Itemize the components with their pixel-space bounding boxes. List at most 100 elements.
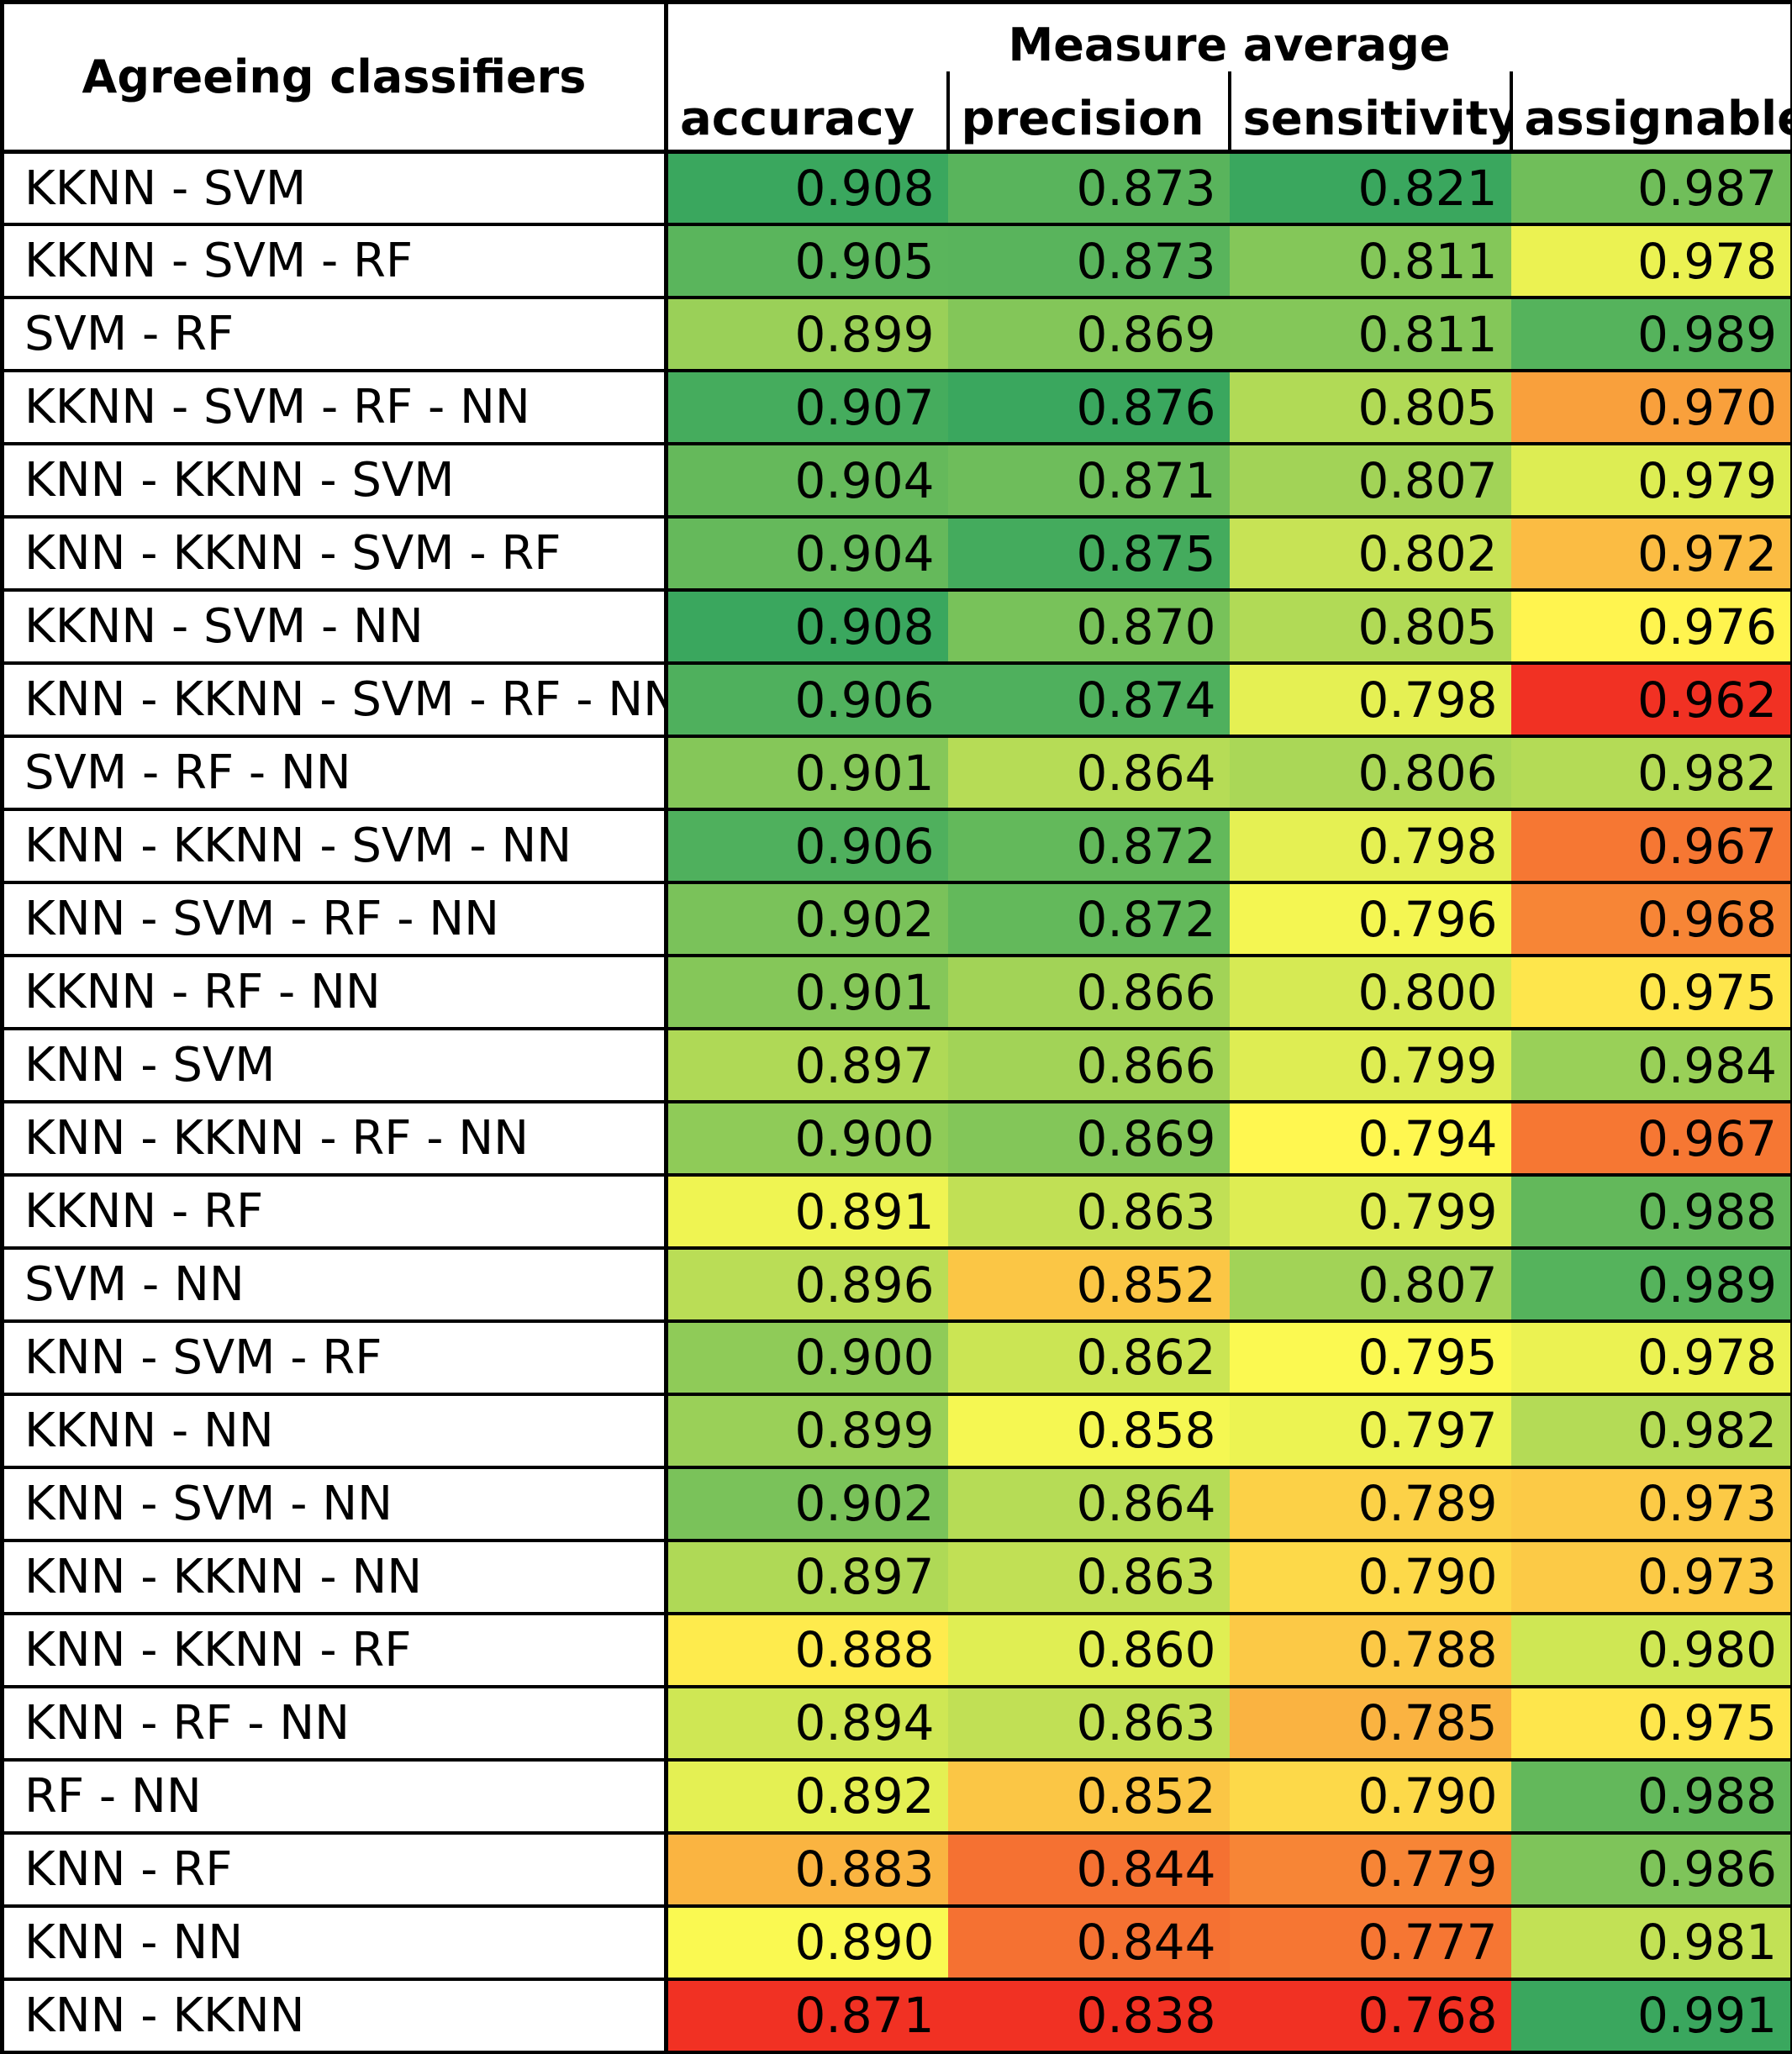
row-label: KKNN - SVM - RF (0, 224, 668, 300)
row-label: KKNN - SVM - RF - NN (0, 371, 668, 446)
cell-assignable: 0.986 (1510, 1832, 1792, 1908)
cell-accuracy: 0.904 (666, 517, 948, 592)
row-label: KKNN - RF (0, 1175, 668, 1251)
cell-accuracy: 0.904 (666, 444, 948, 519)
table-row: KNN - SVM - RF 0.900 0.862 0.795 0.978 (0, 1321, 1792, 1396)
row-label: KNN - KKNN - RF - NN (0, 1102, 668, 1177)
row-label: KKNN - NN (0, 1393, 668, 1469)
cell-assignable: 0.975 (1510, 956, 1792, 1031)
row-label: KKNN - SVM (0, 151, 668, 227)
cell-precision: 0.866 (947, 956, 1230, 1031)
cell-accuracy: 0.906 (666, 809, 948, 885)
table-row: KKNN - SVM - NN 0.908 0.870 0.805 0.976 (0, 590, 1792, 666)
cell-assignable: 0.978 (1510, 224, 1792, 300)
row-label: SVM - NN (0, 1248, 668, 1323)
table-row: SVM - NN 0.896 0.852 0.807 0.989 (0, 1248, 1792, 1323)
cell-sensitivity: 0.821 (1229, 151, 1511, 227)
cell-sensitivity: 0.800 (1229, 956, 1511, 1031)
cell-sensitivity: 0.805 (1229, 590, 1511, 666)
row-label: KNN - RF (0, 1832, 668, 1908)
cell-accuracy: 0.899 (666, 298, 948, 373)
cell-assignable: 0.987 (1510, 151, 1792, 227)
cell-assignable: 0.973 (1510, 1540, 1792, 1615)
table-row: KNN - KKNN - RF - NN 0.900 0.869 0.794 0.967 (0, 1102, 1792, 1177)
cell-assignable: 0.972 (1510, 517, 1792, 592)
cell-precision: 0.844 (947, 1832, 1230, 1908)
cell-sensitivity: 0.789 (1229, 1467, 1511, 1542)
cell-precision: 0.872 (947, 809, 1230, 885)
row-label: KNN - KKNN - SVM (0, 444, 668, 519)
table-row: KKNN - SVM - RF - NN 0.907 0.876 0.805 0.970 (0, 371, 1792, 446)
row-label: KNN - SVM - RF - NN (0, 882, 668, 958)
column-header-assignable: assignable (1510, 71, 1792, 154)
row-label: KNN - SVM (0, 1029, 668, 1104)
table-row: KNN - SVM - NN 0.902 0.864 0.789 0.973 (0, 1467, 1792, 1542)
cell-precision: 0.838 (947, 1978, 1230, 2054)
cell-precision: 0.864 (947, 736, 1230, 812)
cell-assignable: 0.978 (1510, 1321, 1792, 1396)
cell-precision: 0.863 (947, 1540, 1230, 1615)
cell-assignable: 0.976 (1510, 590, 1792, 666)
cell-sensitivity: 0.807 (1229, 1248, 1511, 1323)
table-row: KNN - KKNN - SVM - RF 0.904 0.875 0.802 0.97… (0, 517, 1792, 592)
cell-sensitivity: 0.790 (1229, 1540, 1511, 1615)
cell-assignable: 0.973 (1510, 1467, 1792, 1542)
cell-assignable: 0.982 (1510, 736, 1792, 812)
cell-sensitivity: 0.805 (1229, 371, 1511, 446)
cell-precision: 0.869 (947, 1102, 1230, 1177)
table-header: Agreeing classifiers Measure average acc… (0, 0, 1792, 154)
table-row: KNN - KKNN - SVM - NN 0.906 0.872 0.798 0.96… (0, 809, 1792, 885)
table-row: RF - NN 0.892 0.852 0.790 0.988 (0, 1759, 1792, 1835)
cell-precision: 0.864 (947, 1467, 1230, 1542)
table-row: KNN - NN 0.890 0.844 0.777 0.981 (0, 1905, 1792, 1981)
table-row: KKNN - SVM - RF 0.905 0.873 0.811 0.978 (0, 224, 1792, 300)
cell-assignable: 0.980 (1510, 1613, 1792, 1688)
cell-sensitivity: 0.811 (1229, 298, 1511, 373)
cell-sensitivity: 0.794 (1229, 1102, 1511, 1177)
cell-assignable: 0.975 (1510, 1686, 1792, 1762)
table-row: KNN - KKNN - RF 0.888 0.860 0.788 0.980 (0, 1613, 1792, 1688)
table-row: KKNN - RF 0.891 0.863 0.799 0.988 (0, 1175, 1792, 1251)
cell-precision: 0.872 (947, 882, 1230, 958)
cell-accuracy: 0.902 (666, 1467, 948, 1542)
table-row: SVM - RF - NN 0.901 0.864 0.806 0.982 (0, 736, 1792, 812)
cell-accuracy: 0.900 (666, 1321, 948, 1396)
row-label: SVM - RF (0, 298, 668, 373)
table-row: KNN - SVM - RF - NN 0.902 0.872 0.796 0.968 (0, 882, 1792, 958)
cell-sensitivity: 0.807 (1229, 444, 1511, 519)
cell-sensitivity: 0.798 (1229, 663, 1511, 739)
table-row: KKNN - RF - NN 0.901 0.866 0.800 0.975 (0, 956, 1792, 1031)
cell-assignable: 0.979 (1510, 444, 1792, 519)
row-label: KNN - NN (0, 1905, 668, 1981)
row-label: KNN - SVM - RF (0, 1321, 668, 1396)
cell-accuracy: 0.908 (666, 590, 948, 666)
table-row: KNN - KKNN - NN 0.897 0.863 0.790 0.973 (0, 1540, 1792, 1615)
cell-sensitivity: 0.785 (1229, 1686, 1511, 1762)
cell-precision: 0.862 (947, 1321, 1230, 1396)
cell-accuracy: 0.905 (666, 224, 948, 300)
cell-assignable: 0.984 (1510, 1029, 1792, 1104)
cell-assignable: 0.968 (1510, 882, 1792, 958)
column-header-accuracy: accuracy (666, 71, 950, 154)
row-label: KNN - KKNN - RF (0, 1613, 668, 1688)
cell-accuracy: 0.907 (666, 371, 948, 446)
cell-precision: 0.876 (947, 371, 1230, 446)
row-label: KNN - KKNN - SVM - RF - NN (0, 663, 668, 739)
table-body: KKNN - SVM 0.908 0.873 0.821 0.987 KKNN - SVM… (0, 151, 1792, 2054)
cell-accuracy: 0.902 (666, 882, 948, 958)
row-label: KNN - SVM - NN (0, 1467, 668, 1542)
row-label: KNN - KKNN - SVM - NN (0, 809, 668, 885)
measure-average-header: Measure average (666, 0, 1792, 71)
table-row: KKNN - NN 0.899 0.858 0.797 0.982 (0, 1393, 1792, 1469)
cell-sensitivity: 0.797 (1229, 1393, 1511, 1469)
cell-accuracy: 0.901 (666, 736, 948, 812)
cell-accuracy: 0.900 (666, 1102, 948, 1177)
table-row: SVM - RF 0.899 0.869 0.811 0.989 (0, 298, 1792, 373)
cell-precision: 0.844 (947, 1905, 1230, 1981)
cell-precision: 0.852 (947, 1248, 1230, 1323)
row-label: KKNN - RF - NN (0, 956, 668, 1031)
row-label: KKNN - SVM - NN (0, 590, 668, 666)
table-row: KNN - KKNN - SVM 0.904 0.871 0.807 0.979 (0, 444, 1792, 519)
cell-accuracy: 0.897 (666, 1540, 948, 1615)
cell-precision: 0.858 (947, 1393, 1230, 1469)
